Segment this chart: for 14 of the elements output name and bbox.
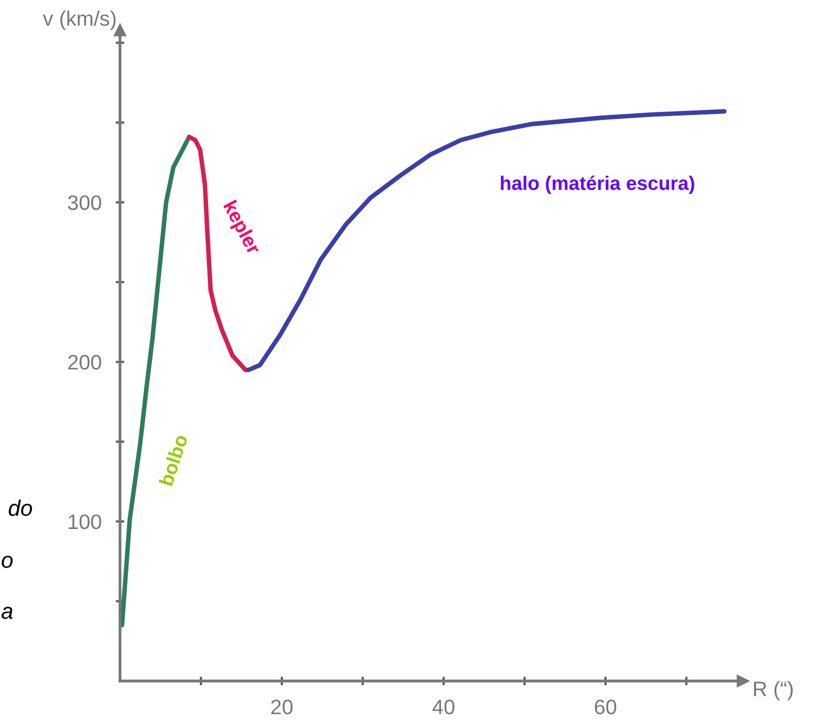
text: o [2,556,13,568]
x-tick-label: 40 [432,700,454,714]
text: do [8,500,32,516]
y-tick-label: 300 [68,195,102,210]
text: bolbo [158,434,188,486]
line-series [120,134,192,628]
text: a [2,606,13,619]
y-tick-label: 200 [68,354,102,370]
x-tick-label: 60 [594,700,616,714]
y-tick-label: 100 [68,514,102,530]
y-axis-title: v (km/s) [42,10,116,30]
text: halo (matéria escura) [500,176,694,194]
x-tick-label: 20 [271,700,293,714]
x-axis-title: R (“) [754,681,793,700]
